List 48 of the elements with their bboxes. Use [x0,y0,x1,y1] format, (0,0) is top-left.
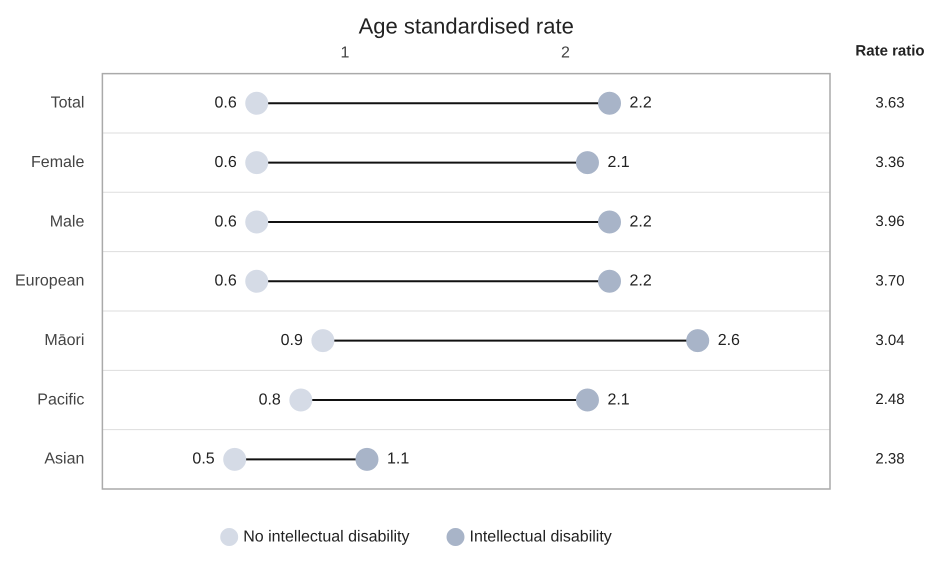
point [289,388,312,412]
point [245,210,268,234]
point [355,448,378,471]
point [598,92,622,115]
data-label: 2.1 [607,391,630,408]
text: Rate ratio [855,42,925,60]
text: 3.36 [875,154,905,171]
data-label: 0.9 [280,332,303,350]
data-label: 0.6 [214,213,237,230]
text: 2.38 [875,450,905,468]
point [311,329,334,352]
point [223,448,246,471]
y-tick-label: Male [50,213,84,230]
data-label: 1.1 [386,450,410,468]
data-label: 2.6 [718,332,740,350]
text: 3.96 [875,213,905,230]
data-label: 0.6 [214,272,237,290]
data-label: 0.8 [258,391,281,408]
legend-label: Intellectual disability [470,528,612,546]
data-label: 2.2 [630,94,652,112]
text: 3.63 [875,94,905,112]
y-tick-label: Asian [44,450,84,468]
point [245,270,268,293]
y-tick-label: European [15,272,84,290]
data-label: 0.6 [214,154,237,172]
point [576,388,599,412]
point [598,270,622,293]
point [686,329,710,352]
data-label: 2.1 [607,154,630,172]
data-label: 2.2 [630,272,652,290]
point [576,151,599,174]
text: 2.48 [875,391,905,408]
legend-label: No intellectual disability [243,528,410,546]
text: 3.04 [875,332,905,349]
y-tick-label: Female [31,154,84,172]
y-tick-label: Total [50,94,84,112]
text: 3.70 [875,272,905,290]
point [598,210,622,234]
x-tick-label: 1 [340,44,350,62]
y-tick-label: Pacific [37,391,84,408]
x-tick-label: 2 [560,44,570,62]
data-label: 0.5 [192,450,215,468]
point [245,151,268,174]
x-axis-title: Age standardised rate [358,13,574,38]
point [245,92,268,115]
data-label: 0.6 [214,94,237,112]
y-tick-label: Māori [44,332,84,350]
data-label: 2.2 [630,213,652,230]
